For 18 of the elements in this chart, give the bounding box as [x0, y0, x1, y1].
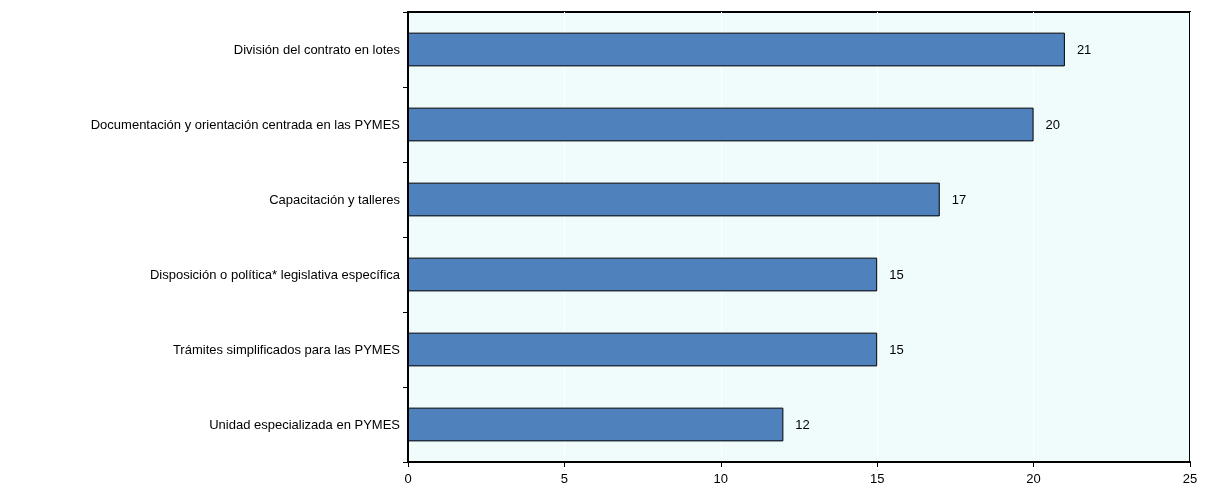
x-tick-label: 25 [1182, 471, 1198, 486]
data-label: 12 [795, 417, 810, 432]
x-tick-label: 0 [404, 471, 412, 486]
x-tick-label: 10 [713, 471, 729, 486]
y-tick-label: Documentación y orientación centrada en las PYMES [90, 117, 401, 132]
x-tick-label: 20 [1026, 471, 1041, 486]
y-tick-label: Capacitación y talleres [269, 192, 401, 207]
data-label: 15 [889, 267, 904, 282]
x-tick-label: 5 [560, 471, 569, 486]
data-label: 17 [951, 192, 967, 207]
y-tick-label: Trámites simplificados para las PYMES [172, 342, 401, 357]
y-tick-label: Unidad especializada en PYMES [209, 417, 401, 432]
x-tick-label: 15 [869, 471, 885, 486]
y-tick-label: Disposición o política* legislativa específica [149, 267, 401, 282]
data-label: 20 [1045, 117, 1061, 132]
data-label: 21 [1076, 42, 1092, 57]
y-tick-label: División del contrato en lotes [233, 42, 401, 57]
data-label: 15 [889, 342, 904, 357]
